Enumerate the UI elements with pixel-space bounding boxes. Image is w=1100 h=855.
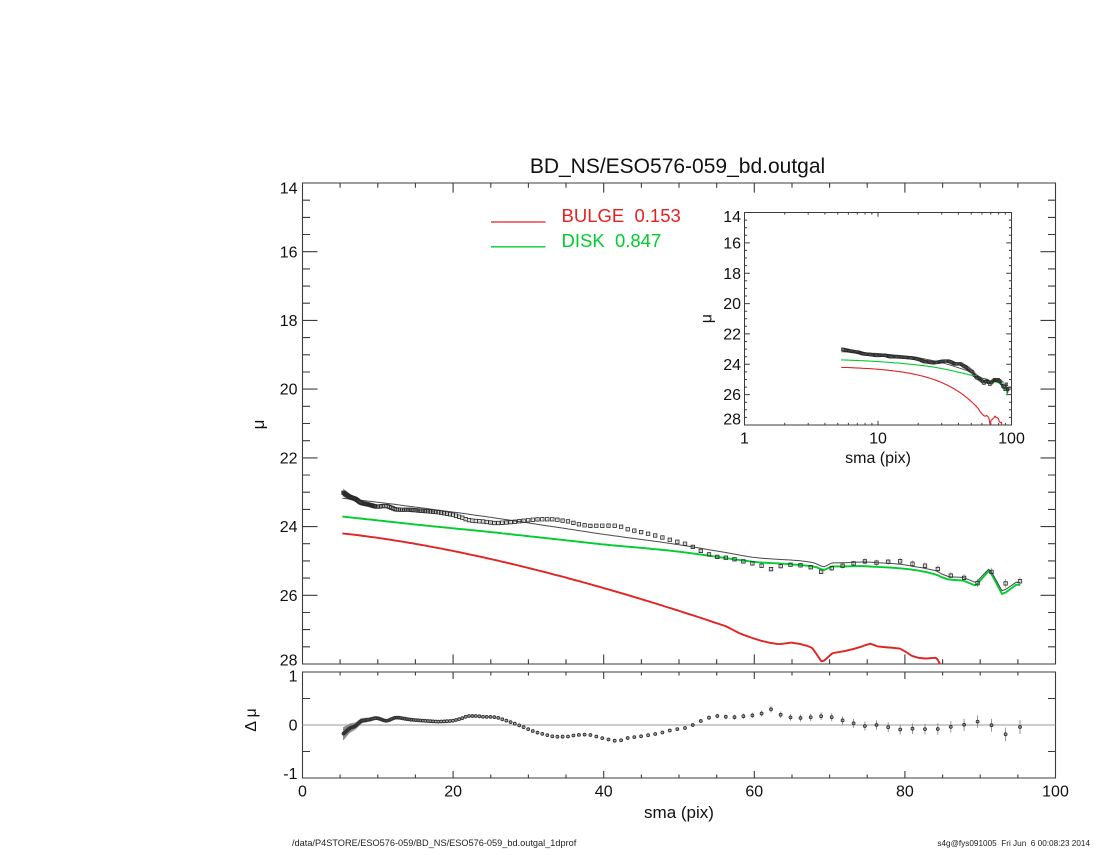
svg-text:26: 26 [280,588,298,605]
svg-text:0: 0 [298,784,307,801]
svg-text:sma (pix): sma (pix) [644,803,714,822]
svg-text:20: 20 [723,296,741,313]
svg-text:20: 20 [444,784,462,801]
svg-text:BULGE 0.153: BULGE 0.153 [562,205,681,226]
svg-text:BD_NS/ESO576-059_bd.outgal: BD_NS/ESO576-059_bd.outgal [530,155,825,178]
svg-text:24: 24 [723,357,741,374]
svg-text:80: 80 [896,784,914,801]
svg-text:18: 18 [280,313,298,330]
svg-text:s4g@fys091005 Fri Jun 6 00:0: s4g@fys091005 Fri Jun 6 00:08:23 2014 [937,839,1090,848]
svg-text:Δ μ: Δ μ [243,708,260,731]
svg-text:28: 28 [280,653,298,670]
svg-text:1: 1 [740,431,749,448]
svg-text:μ: μ [249,420,268,430]
svg-text:26: 26 [723,387,741,404]
svg-text:40: 40 [595,784,613,801]
svg-text:-1: -1 [283,766,297,783]
svg-text:22: 22 [723,327,741,344]
svg-text:/data/P4STORE/ESO576-059/BD_NS: /data/P4STORE/ESO576-059/BD_NS/ESO576-05… [292,838,577,848]
svg-text:24: 24 [280,519,298,536]
svg-text:100: 100 [998,431,1025,448]
svg-text:DISK 0.847: DISK 0.847 [562,230,662,251]
svg-text:0: 0 [289,718,298,735]
svg-text:100: 100 [1042,784,1069,801]
svg-text:16: 16 [280,244,298,261]
svg-text:μ: μ [699,314,716,323]
svg-text:18: 18 [723,266,741,283]
svg-text:20: 20 [280,382,298,399]
svg-text:14: 14 [723,209,741,226]
svg-text:22: 22 [280,450,298,467]
svg-text:16: 16 [723,235,741,252]
svg-text:sma (pix): sma (pix) [845,450,911,467]
svg-text:1: 1 [289,669,298,686]
svg-text:60: 60 [745,784,763,801]
svg-text:10: 10 [869,431,887,448]
svg-text:14: 14 [280,181,298,198]
svg-text:28: 28 [723,412,741,429]
